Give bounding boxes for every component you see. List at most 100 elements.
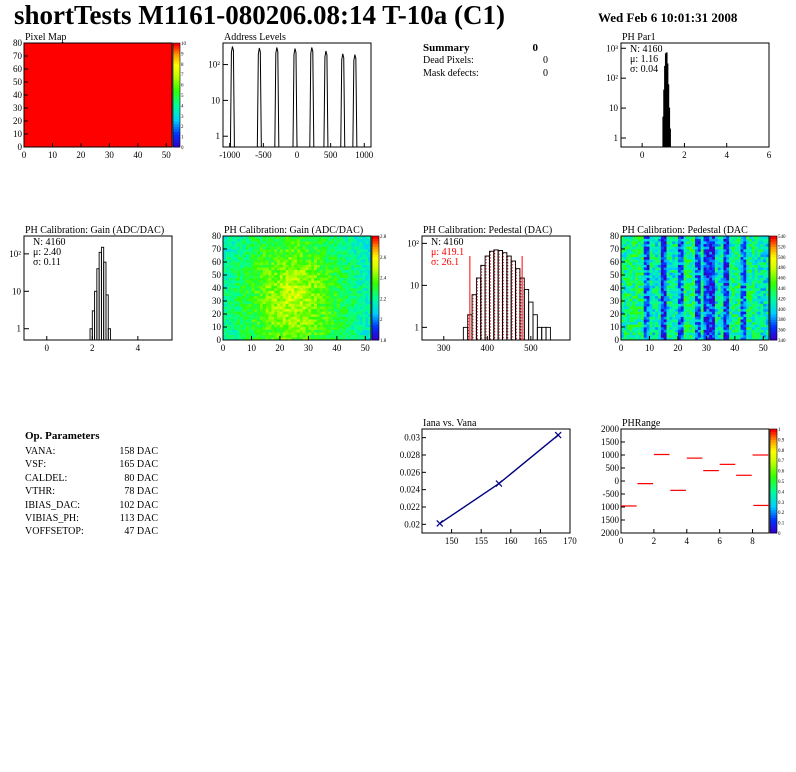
heatmap-cell xyxy=(712,241,716,245)
heatmap-cell xyxy=(302,324,306,328)
heatmap-cell xyxy=(299,262,303,265)
heatmap-cell xyxy=(632,259,636,263)
heatmap-cell xyxy=(251,316,255,320)
z-tick-label: 0.3 xyxy=(778,501,785,506)
heatmap-cell xyxy=(274,277,278,281)
heatmap-cell xyxy=(225,277,229,281)
heatmap-cell xyxy=(225,241,229,245)
heatmap-cell xyxy=(692,319,696,323)
heatmap-cell xyxy=(356,293,360,297)
heatmap-cell xyxy=(231,303,235,307)
heatmap-cell xyxy=(271,332,275,336)
heatmap-cell xyxy=(240,321,244,325)
heatmap-cell xyxy=(749,316,753,320)
z-scale-cell xyxy=(770,507,777,511)
heatmap-cell xyxy=(760,259,764,263)
heatmap-cell xyxy=(760,327,764,330)
heatmap-cell xyxy=(234,308,238,312)
heatmap-cell xyxy=(766,282,770,286)
heatmap-cell xyxy=(629,332,633,336)
heatmap-cell xyxy=(717,256,721,260)
heatmap-cell xyxy=(712,236,716,239)
heatmap-cell xyxy=(288,246,292,250)
heatmap-cell xyxy=(285,277,289,281)
heatmap-cell xyxy=(660,288,664,291)
heatmap-cell xyxy=(660,298,664,302)
heatmap-cell xyxy=(763,306,767,310)
heatmap-cell xyxy=(365,254,369,258)
heatmap-cell xyxy=(314,324,318,328)
z-scale-cell xyxy=(770,431,777,435)
heatmap-cell xyxy=(322,246,326,250)
heatmap-cell xyxy=(709,337,713,341)
z-scale-cell xyxy=(770,436,777,440)
heatmap-cell xyxy=(348,288,352,291)
heatmap-cell xyxy=(362,337,366,341)
heatmap-cell xyxy=(345,329,349,333)
y-tick-label: 10 xyxy=(610,322,620,332)
heatmap-cell xyxy=(294,249,298,252)
heatmap-cell xyxy=(640,316,645,320)
heatmap-cell xyxy=(626,254,630,258)
heatmap-cell xyxy=(271,264,275,268)
heatmap-cell xyxy=(277,236,281,239)
heatmap-cell xyxy=(351,238,355,242)
heatmap-cell xyxy=(680,280,684,284)
heatmap-cell xyxy=(669,277,673,281)
heatmap-cell xyxy=(623,332,627,336)
heatmap-cell xyxy=(649,295,653,299)
heatmap-cell xyxy=(629,334,633,338)
heatmap-cell xyxy=(325,269,329,273)
heatmap-cell xyxy=(302,337,306,341)
y-tick-label: 60 xyxy=(610,257,620,267)
heatmap-cell xyxy=(720,256,724,260)
heatmap-cell xyxy=(257,243,261,247)
heatmap-cell xyxy=(643,324,647,328)
heatmap-cell xyxy=(720,311,724,315)
heatmap-cell xyxy=(751,334,756,338)
heatmap-cell xyxy=(336,316,340,320)
heatmap-cell xyxy=(695,282,699,286)
heatmap-cell xyxy=(749,272,753,276)
heatmap-cell xyxy=(723,337,727,341)
heatmap-cell xyxy=(712,293,716,297)
heatmap-cell xyxy=(686,303,690,307)
heatmap-cell xyxy=(228,337,232,341)
heatmap-cell xyxy=(714,259,719,263)
heatmap-cell xyxy=(709,308,713,312)
heatmap-cell xyxy=(666,282,670,286)
heatmap-cell xyxy=(677,337,682,341)
heatmap-cell xyxy=(697,306,701,310)
heatmap-cell xyxy=(359,308,363,312)
heatmap-cell xyxy=(245,264,249,268)
heatmap-cell xyxy=(248,314,252,317)
heatmap-cell xyxy=(282,288,286,291)
heatmap-cell xyxy=(362,241,366,245)
heatmap-cell xyxy=(692,337,696,341)
heatmap-cell xyxy=(623,249,627,252)
heatmap-cell xyxy=(712,290,716,294)
z-scale-cell xyxy=(173,69,180,73)
heatmap-cell xyxy=(706,249,710,252)
heatmap-cell xyxy=(334,262,338,265)
heatmap-cell xyxy=(362,329,366,333)
heatmap-cell xyxy=(749,246,753,250)
op-param-label: VANA: xyxy=(25,446,56,457)
heatmap-cell xyxy=(720,332,724,336)
heatmap-cell xyxy=(763,256,767,260)
x-tick-label: 10 xyxy=(247,343,257,353)
heatmap-cell xyxy=(638,314,642,317)
heatmap-cell xyxy=(225,288,229,291)
heatmap-cell xyxy=(299,277,303,281)
heatmap-cell xyxy=(677,290,682,294)
heatmap-cell xyxy=(677,267,682,271)
heatmap-cell xyxy=(294,298,298,302)
heatmap-cell xyxy=(316,267,321,271)
heatmap-cell xyxy=(334,298,338,302)
heatmap-cell xyxy=(700,246,704,250)
heatmap-cell xyxy=(368,254,372,258)
heatmap-cell xyxy=(368,319,372,323)
heatmap-cell xyxy=(669,267,673,271)
z-scale-cell xyxy=(770,522,777,526)
heatmap-cell xyxy=(368,277,372,281)
